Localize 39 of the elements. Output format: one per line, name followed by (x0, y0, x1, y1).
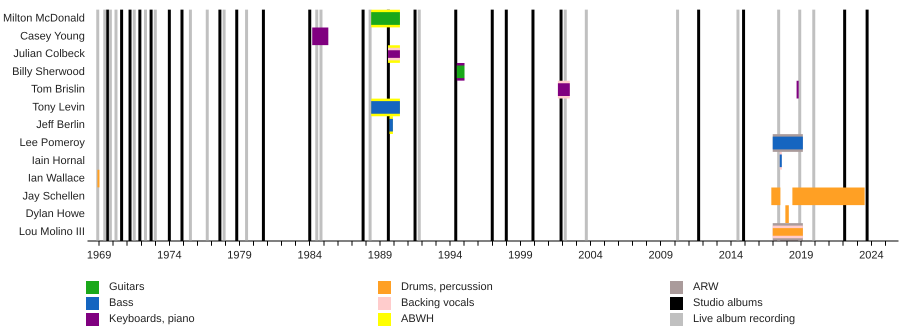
bar (456, 66, 465, 78)
legend-label: Drums, percussion (401, 281, 493, 293)
legend-label: ABWH (401, 313, 434, 325)
bar (771, 188, 780, 206)
y-tick-label: Tony Levin (32, 101, 85, 114)
bar (785, 205, 789, 223)
x-tick-label: 1989 (368, 249, 392, 262)
y-tick-label: Milton McDonald (3, 12, 85, 25)
y-tick-label: Ian Wallace (28, 172, 85, 185)
y-tick-label: Tom Brislin (31, 84, 85, 96)
y-tick-label: Casey Young (20, 30, 85, 42)
bar (792, 188, 865, 206)
y-tick-label: Julian Colbeck (13, 48, 86, 60)
x-tick-label: 1999 (508, 249, 533, 262)
bar (389, 118, 393, 132)
legend-label: Keyboards, piano (109, 313, 195, 325)
y-tick-label: Lee Pomeroy (19, 137, 86, 150)
y-tick-label: Dylan Howe (26, 208, 85, 220)
x-tick-label: 2024 (859, 249, 884, 262)
y-tick-label: Jeff Berlin (36, 119, 85, 132)
legend-label: Studio albums (693, 297, 763, 309)
legend-label: Bass (109, 297, 134, 309)
x-tick-label: 2009 (648, 249, 673, 262)
legend-label: ARW (693, 281, 718, 293)
legend-label: Live album recording (693, 313, 796, 325)
x-tick-label: 1994 (438, 249, 462, 262)
x-tick-label: 2014 (718, 249, 744, 262)
x-tick-label: 1969 (86, 249, 112, 262)
x-tick-label: 1979 (227, 249, 252, 262)
y-tick-label: Jay Schellen (22, 190, 85, 202)
x-tick-label: 1984 (298, 249, 322, 262)
x-tick-label: 1974 (157, 249, 182, 262)
y-tick-label: Lou Molino III (18, 226, 85, 238)
legend-label: Guitars (109, 281, 144, 293)
x-tick-label: 2004 (578, 249, 603, 262)
y-tick-label: Billy Sherwood (12, 66, 85, 78)
y-tick-label: Iain Hornal (32, 154, 85, 167)
x-tick-label: 2019 (788, 249, 814, 262)
legend-label: Backing vocals (401, 297, 474, 309)
